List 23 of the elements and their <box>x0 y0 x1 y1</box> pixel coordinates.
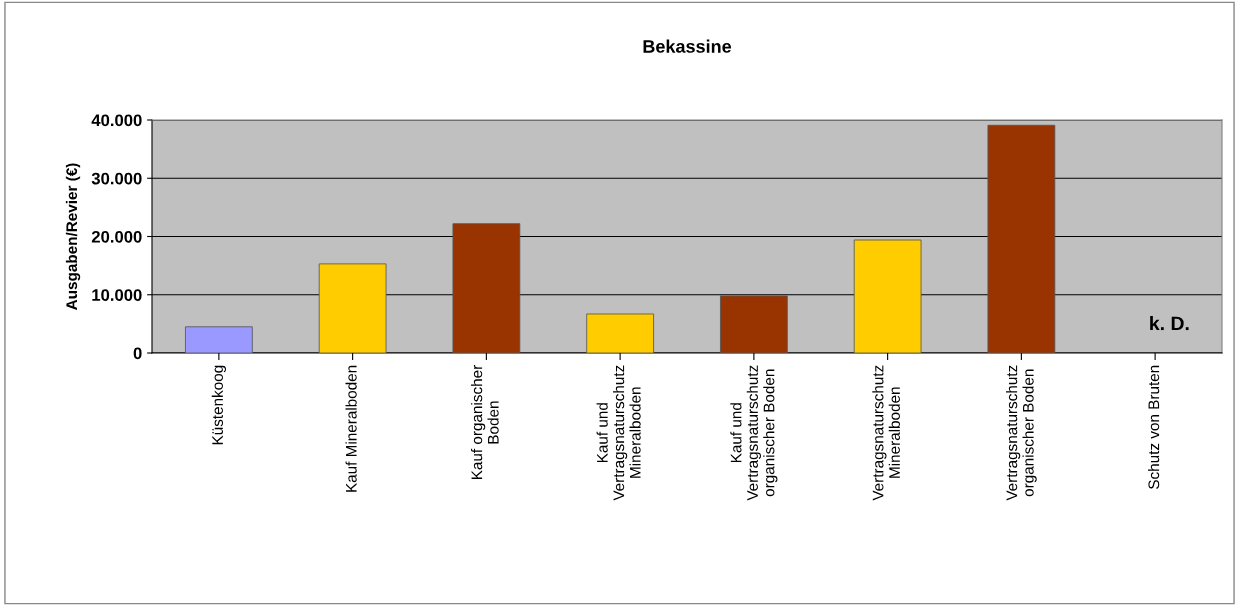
y-tick-label: 0 <box>133 347 142 360</box>
x-tick-label: Kauf Mineralboden <box>345 365 357 492</box>
x-tick-label: Schutz von Bruten <box>1148 365 1160 489</box>
annotation: k. D. <box>1150 315 1189 331</box>
bar <box>185 326 253 353</box>
y-tick-label: 40.000 <box>91 114 142 127</box>
y-axis-title: Ausgaben/Revier (€) <box>65 163 81 310</box>
x-tick-label: Kauf und Vertragsnaturschutz organischer Boden <box>730 365 778 501</box>
y-tick-label: 20.000 <box>91 230 142 243</box>
chart-title: Bekassine <box>643 39 732 53</box>
bar <box>720 295 788 353</box>
x-tick-label: Vertragsnaturschutz organischer Boden <box>1006 365 1037 501</box>
bar <box>452 223 521 353</box>
bar <box>318 263 387 353</box>
y-tick-label: 30.000 <box>91 172 142 185</box>
y-tick-label: 10.000 <box>92 289 142 301</box>
x-tick-label: Kauf und Vertragsnaturschutz Mineralboden <box>596 365 641 501</box>
x-tick-label: Kauf organischer Boden <box>471 365 499 480</box>
bar <box>853 239 922 353</box>
x-tick-label: Küstenkoog <box>211 365 226 445</box>
bar <box>586 313 654 353</box>
x-tick-label: Vertragsnaturschutz Mineralboden <box>872 365 900 501</box>
bar <box>987 124 1056 353</box>
